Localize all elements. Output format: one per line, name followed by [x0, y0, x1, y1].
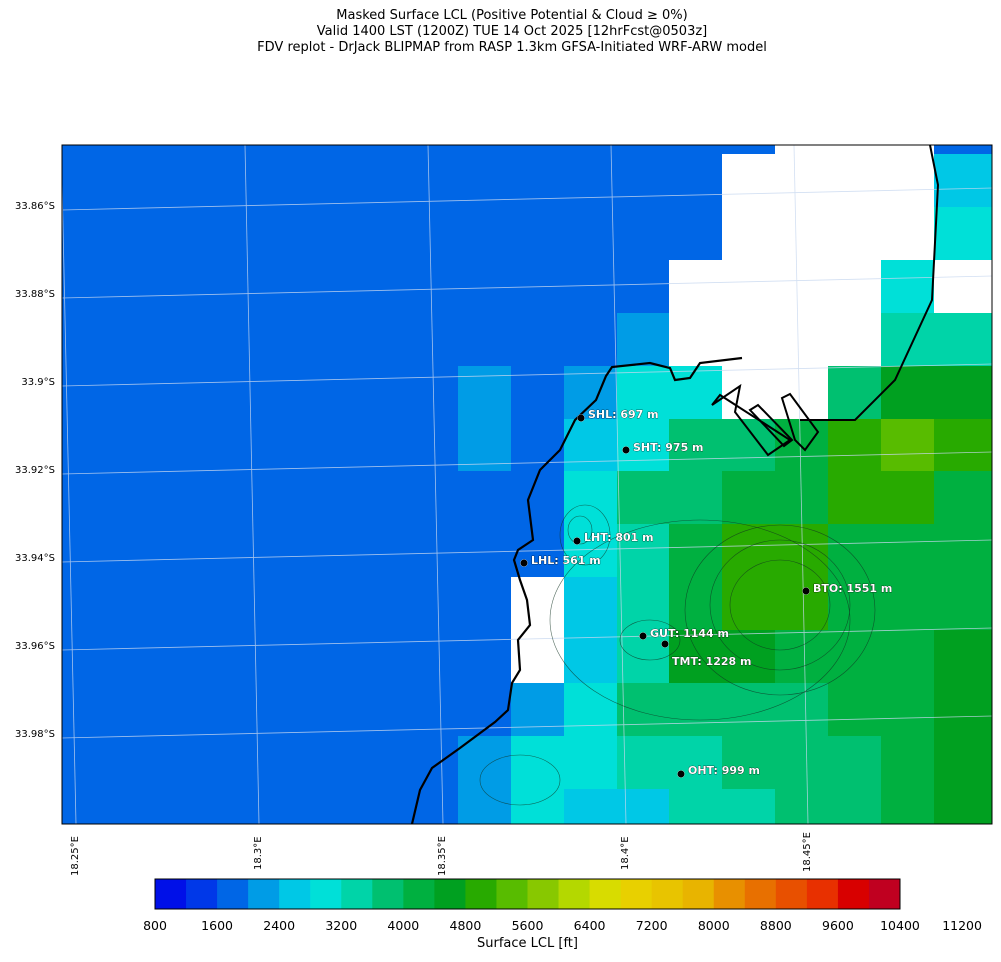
colorbar-swatch: [806, 879, 839, 909]
lat-label: 33.94°S: [15, 553, 55, 564]
svg-text:BTO: 1551 m: BTO: 1551 m: [813, 582, 892, 595]
colorbar-swatch: [682, 879, 715, 909]
station-bto: BTO: 1551 m: [802, 582, 893, 595]
title-line-3: FDV replot - DrJack BLIPMAP from RASP 1.…: [257, 40, 767, 55]
station-lht: LHT: 801 m: [573, 531, 654, 545]
colorbar-swatch: [186, 879, 218, 909]
colorbar-swatch: [589, 879, 622, 909]
colorbar-swatch: [558, 879, 591, 909]
title-line-1: Masked Surface LCL (Positive Potential &…: [336, 8, 688, 23]
svg-text:LHT: 801 m: LHT: 801 m: [584, 531, 654, 544]
lcl-grid-cells: [62, 145, 992, 824]
colorbar-swatch: [620, 879, 653, 909]
figure-title: Masked Surface LCL (Positive Potential &…: [0, 8, 1001, 56]
lat-label: 33.86°S: [15, 201, 55, 212]
svg-text:OHT: 999 m: OHT: 999 m: [688, 764, 760, 777]
graticule: [61, 144, 993, 825]
svg-text:TMT: 1228 m: TMT: 1228 m: [672, 655, 752, 668]
colorbar-tick-label: 11200: [942, 918, 982, 933]
colorbar-swatch: [713, 879, 746, 909]
colorbar-tick-label: 7200: [635, 918, 668, 933]
colorbar-tick-label: 1600: [201, 918, 233, 933]
lat-label: 33.98°S: [15, 729, 55, 740]
colorbar-swatch: [155, 879, 187, 909]
lon-label: 18.3°E: [253, 836, 264, 870]
svg-text:SHT: 975 m: SHT: 975 m: [633, 441, 704, 454]
svg-text:SHL: 697 m: SHL: 697 m: [588, 408, 659, 421]
colorbar-swatch: [775, 879, 808, 909]
colorbar-swatch: [744, 879, 777, 909]
station-oht: OHT: 999 m: [677, 764, 760, 778]
colorbar-tick-label: 4000: [387, 918, 420, 933]
colorbar-swatch: [217, 879, 249, 909]
colorbar-swatch: [248, 879, 280, 909]
lat-label: 33.88°S: [15, 289, 55, 300]
colorbar-swatch: [837, 879, 870, 909]
title-line-2: Valid 1400 LST (1200Z) TUE 14 Oct 2025 […: [316, 24, 708, 39]
colorbar-tick-label: 6400: [573, 918, 606, 933]
lon-label: 18.4°E: [620, 836, 631, 870]
station-shl: SHL: 697 m: [577, 408, 659, 422]
colorbar-tick-label: 8000: [697, 918, 730, 933]
colorbar-tick-label: 2400: [263, 918, 296, 933]
colorbar-swatch: [310, 879, 342, 909]
colorbar-swatch: [372, 879, 404, 909]
colorbar-tick-label: 4800: [449, 918, 482, 933]
colorbar-swatch: [496, 879, 528, 909]
station-sht: SHT: 975 m: [622, 441, 704, 454]
svg-text:LHL: 561 m: LHL: 561 m: [531, 554, 601, 567]
colorbar-tick-label: 9600: [822, 918, 854, 933]
colorbar-swatch: [465, 879, 497, 909]
colorbar-label: Surface LCL [ft]: [477, 936, 578, 951]
colorbar-swatch: [434, 879, 466, 909]
colorbar-tick-label: 8800: [759, 918, 792, 933]
svg-text:GUT: 1144 m: GUT: 1144 m: [650, 627, 729, 640]
lat-label: 33.9°S: [21, 377, 55, 388]
station-gut: GUT: 1144 m: [639, 627, 729, 640]
lon-label: 18.35°E: [437, 836, 448, 876]
colorbar-swatch: [403, 879, 435, 909]
colorbar-tick-label: 5600: [511, 918, 544, 933]
colorbar-swatch: [868, 879, 901, 909]
lat-label: 33.96°S: [15, 641, 55, 652]
coastline: [410, 356, 743, 825]
colorbar-swatch: [341, 879, 373, 909]
colorbar-swatch: [279, 879, 311, 909]
colorbar: [154, 878, 901, 910]
colorbar-swatch: [527, 879, 560, 909]
lon-label: 18.45°E: [802, 832, 813, 872]
station-tmt: TMT: 1228 m: [661, 640, 752, 668]
colorbar-tick-label: 10400: [880, 918, 920, 933]
station-lhl: LHL: 561 m: [520, 554, 601, 567]
lon-label: 18.25°E: [70, 836, 81, 876]
terrain-contours: [479, 504, 876, 806]
station-markers: SHL: 697 m SHT: 975 m LHT: 801 m LHL: 56…: [520, 408, 893, 778]
lat-label: 33.92°S: [15, 465, 55, 476]
colorbar-tick-label: 3200: [325, 918, 358, 933]
colorbar-tick-label: 800: [143, 918, 167, 933]
colorbar-swatch: [651, 879, 684, 909]
